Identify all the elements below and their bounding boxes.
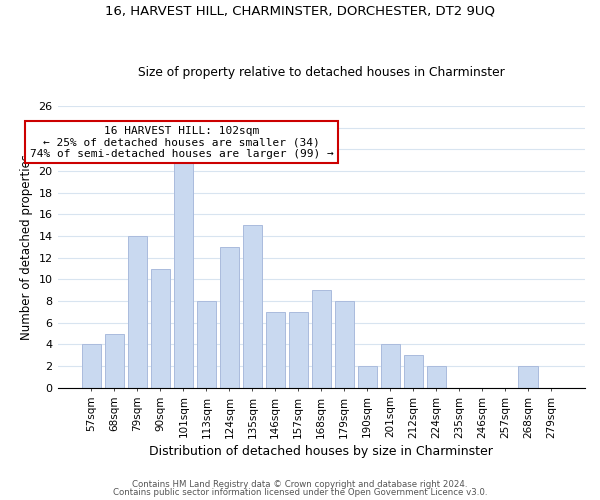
Bar — [151, 268, 170, 388]
Bar — [266, 312, 285, 388]
Bar — [311, 290, 331, 388]
Text: 16, HARVEST HILL, CHARMINSTER, DORCHESTER, DT2 9UQ: 16, HARVEST HILL, CHARMINSTER, DORCHESTE… — [105, 5, 495, 18]
Bar — [104, 334, 124, 388]
Text: 16 HARVEST HILL: 102sqm
← 25% of detached houses are smaller (34)
74% of semi-de: 16 HARVEST HILL: 102sqm ← 25% of detache… — [29, 126, 334, 159]
Bar — [173, 160, 193, 388]
Text: Contains public sector information licensed under the Open Government Licence v3: Contains public sector information licen… — [113, 488, 487, 497]
Bar — [404, 356, 423, 388]
X-axis label: Distribution of detached houses by size in Charminster: Distribution of detached houses by size … — [149, 444, 493, 458]
Bar — [335, 301, 354, 388]
Bar — [380, 344, 400, 388]
Bar — [197, 301, 216, 388]
Bar — [358, 366, 377, 388]
Bar — [289, 312, 308, 388]
Bar — [518, 366, 538, 388]
Text: Contains HM Land Registry data © Crown copyright and database right 2024.: Contains HM Land Registry data © Crown c… — [132, 480, 468, 489]
Bar — [427, 366, 446, 388]
Bar — [82, 344, 101, 388]
Bar — [242, 226, 262, 388]
Bar — [128, 236, 147, 388]
Y-axis label: Number of detached properties: Number of detached properties — [20, 154, 33, 340]
Title: Size of property relative to detached houses in Charminster: Size of property relative to detached ho… — [138, 66, 505, 78]
Bar — [220, 247, 239, 388]
